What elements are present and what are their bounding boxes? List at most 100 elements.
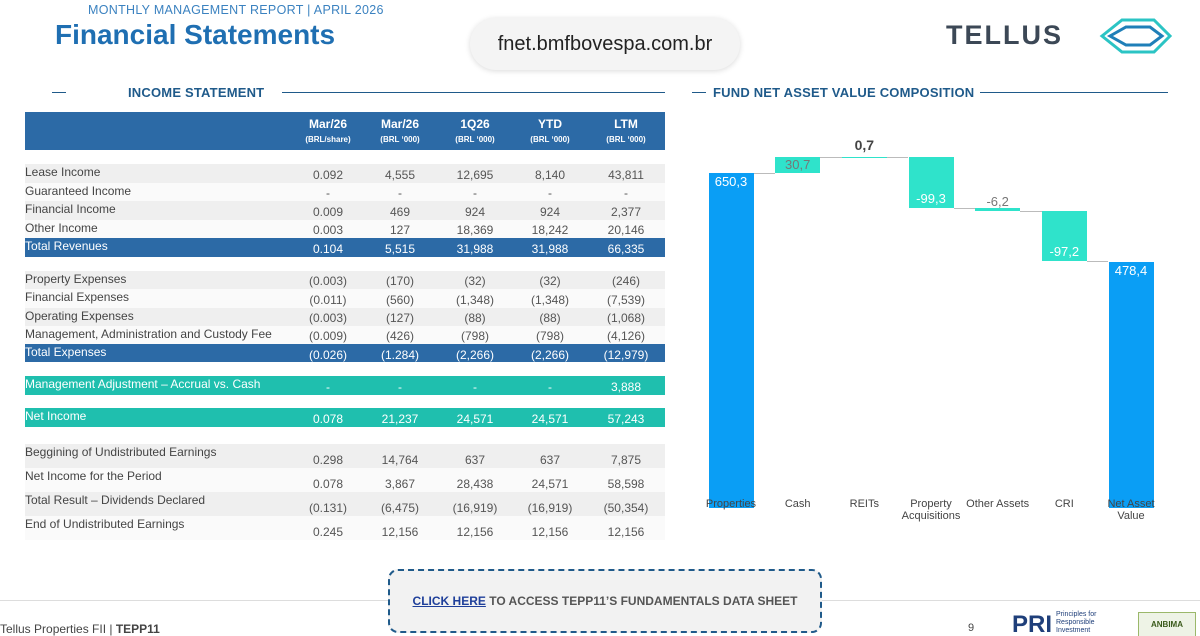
value-label: 650,3 xyxy=(714,174,748,190)
row-label: Guaranteed Income xyxy=(25,183,132,198)
column-label: 1Q26 xyxy=(460,117,490,131)
cta-link[interactable]: CLICK HERE xyxy=(412,594,486,608)
rule xyxy=(692,92,706,93)
cell: 0.078 xyxy=(312,412,344,426)
row-label: Total Expenses xyxy=(25,345,107,360)
value-label: -6,2 xyxy=(986,194,1009,210)
connector xyxy=(1020,211,1042,213)
column-unit: (BRL ‘000) xyxy=(530,135,570,144)
category-label: REITs xyxy=(849,498,879,510)
table-row xyxy=(25,164,665,183)
bar xyxy=(708,173,754,508)
rule xyxy=(52,92,66,93)
page-number: 9 xyxy=(968,622,975,634)
pri-logo: PRI xyxy=(1012,611,1053,636)
table-header xyxy=(25,112,665,150)
connector xyxy=(1086,261,1109,263)
cell: 2,377 xyxy=(610,204,642,219)
cell: 0.078 xyxy=(312,477,344,491)
cell: 12,156 xyxy=(607,525,645,539)
cell: 637 xyxy=(464,453,486,467)
table-row xyxy=(25,289,665,308)
cell: (246) xyxy=(611,274,640,289)
row-label: End of Undistributed Earnings xyxy=(25,517,185,531)
category-label: CRI xyxy=(1054,498,1074,510)
category-label: Property Acquisitions xyxy=(901,498,961,522)
column-unit: (BRL ‘000) xyxy=(606,135,646,144)
bar xyxy=(841,157,887,158)
cell: 21,237 xyxy=(381,412,419,426)
cta-text: TO ACCESS TEPP11’S FUNDAMENTALS DATA SHE… xyxy=(485,594,798,608)
cell: (2,266) xyxy=(455,347,495,362)
cell: (7,539) xyxy=(606,292,646,307)
url-pill[interactable]: fnet.bmfbovespa.com.br xyxy=(470,18,740,70)
cell: 924 xyxy=(539,204,561,219)
row-label: Financial Income xyxy=(25,202,116,217)
cell: 66,335 xyxy=(607,242,645,256)
column-unit: (BRL/share) xyxy=(305,135,351,144)
category-label: Other Assets xyxy=(966,498,1030,510)
cell: 0.009 xyxy=(312,204,344,219)
cell: - xyxy=(548,186,552,201)
cell: - xyxy=(548,380,552,394)
cell: 637 xyxy=(539,453,561,467)
cell: 7,875 xyxy=(610,453,642,467)
cell: 57,243 xyxy=(607,412,645,426)
bar xyxy=(1108,261,1154,508)
row-label: Financial Expenses xyxy=(25,290,130,305)
cell: (0.009) xyxy=(308,329,348,344)
cell: - xyxy=(326,380,330,394)
connector xyxy=(953,208,976,210)
cell: 3,888 xyxy=(610,380,642,394)
cell: 3,867 xyxy=(384,477,416,491)
table-row xyxy=(25,344,665,363)
cell: 127 xyxy=(389,223,411,238)
cell: 43,811 xyxy=(608,167,644,182)
cell: (88) xyxy=(539,310,561,325)
cell: (50,354) xyxy=(603,501,649,515)
category-label: Cash xyxy=(784,498,811,510)
table-row xyxy=(25,468,665,492)
cell: 58,598 xyxy=(607,477,645,491)
cell: (2,266) xyxy=(530,347,570,362)
category-label: Net Asset Value xyxy=(1107,498,1155,522)
bar xyxy=(1041,211,1087,262)
cell: (0.131) xyxy=(308,501,348,515)
table-row xyxy=(25,219,665,239)
cell: (0.003) xyxy=(308,274,348,289)
row-label: Operating Expenses xyxy=(25,308,134,323)
value-label: 478,4 xyxy=(1114,262,1148,278)
chart-title: FUND NET ASSET VALUE COMPOSITION xyxy=(713,85,975,100)
logo-icon xyxy=(1099,18,1173,54)
cell: (0.026) xyxy=(308,347,348,362)
section-title: INCOME STATEMENT xyxy=(128,85,265,100)
cell: 12,156 xyxy=(531,525,569,539)
bar xyxy=(975,208,1021,212)
cell: 28,438 xyxy=(456,477,494,491)
pri-text: Principles for Responsible Investment xyxy=(1056,611,1097,634)
row-label: Management, Administration and Custody F… xyxy=(25,326,272,341)
row-label: Beggining of Undistributed Earnings xyxy=(25,445,217,459)
cell: - xyxy=(398,380,402,394)
cell: 4,555 xyxy=(384,167,416,182)
report-label: MONTHLY MANAGEMENT REPORT | APRIL 2026 xyxy=(88,3,384,17)
column-label: LTM xyxy=(614,117,638,131)
fund-name: Tellus Properties FII | xyxy=(0,622,116,636)
cell: 12,695 xyxy=(456,167,494,182)
cell: 8,140 xyxy=(534,167,566,182)
cell: 24,571 xyxy=(531,412,569,426)
bar xyxy=(908,157,954,209)
row-label: Lease Income xyxy=(25,165,101,179)
cell: 5,515 xyxy=(384,242,416,256)
category-label: Properties xyxy=(705,498,757,510)
bar xyxy=(775,157,821,174)
cell: (560) xyxy=(385,292,414,307)
cell: (4,126) xyxy=(606,329,646,344)
cell: 469 xyxy=(389,204,411,219)
table-row xyxy=(25,238,665,257)
column-label: YTD xyxy=(538,117,562,131)
cell: 0.298 xyxy=(312,453,344,467)
cell: (798) xyxy=(535,329,564,344)
value-label: 0,7 xyxy=(854,137,875,153)
